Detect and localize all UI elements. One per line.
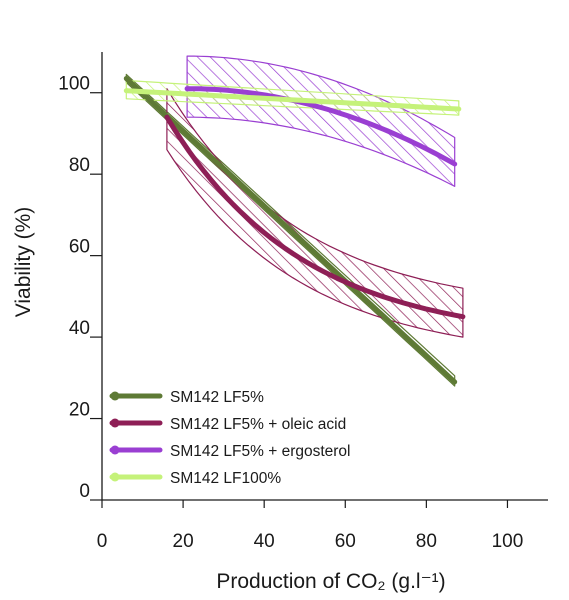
x-tick-label: 40 — [254, 531, 275, 552]
legend-label: SM142 LF100% — [170, 470, 281, 487]
y-ticks: 0 20 40 60 80 100 — [58, 74, 102, 502]
x-tick-label: 0 — [97, 531, 108, 552]
legend-label: SM142 LF5% + oleic acid — [170, 416, 346, 433]
y-tick-label: 60 — [69, 237, 90, 258]
y-tick-label: 40 — [69, 318, 90, 339]
y-tick-label: 80 — [69, 155, 90, 176]
legend-marker — [110, 418, 120, 428]
legend: SM142 LF5% SM142 LF5% + oleic acid SM142 L… — [109, 389, 351, 487]
series-line — [123, 76, 458, 385]
legend-label: SM142 LF5% + ergosterol — [170, 443, 351, 460]
legend-item: SM142 LF5% — [109, 389, 264, 406]
legend-marker — [110, 391, 120, 401]
x-tick-label: 80 — [416, 531, 437, 552]
x-axis-title: Production of CO₂ (g.l⁻¹) — [216, 570, 445, 593]
series-line — [164, 114, 466, 320]
y-tick-label: 20 — [69, 400, 90, 421]
legend-label: SM142 LF5% — [170, 389, 264, 406]
legend-marker — [110, 445, 120, 455]
y-tick-label: 0 — [79, 481, 90, 502]
x-tick-label: 60 — [335, 531, 356, 552]
series-line — [184, 86, 458, 167]
series-lines — [123, 76, 466, 385]
y-tick-label: 100 — [58, 74, 90, 95]
x-tick-label: 20 — [173, 531, 194, 552]
x-ticks: 0 20 40 60 80 100 — [97, 500, 524, 552]
legend-item: SM142 LF5% + ergosterol — [109, 443, 351, 460]
y-axis-title: Viability (%) — [12, 207, 35, 317]
series-line — [123, 88, 462, 112]
legend-item: SM142 LF100% — [109, 470, 281, 487]
legend-item: SM142 LF5% + oleic acid — [109, 416, 346, 433]
axes — [101, 52, 548, 501]
x-tick-label: 100 — [492, 531, 524, 552]
legend-marker — [110, 472, 120, 482]
